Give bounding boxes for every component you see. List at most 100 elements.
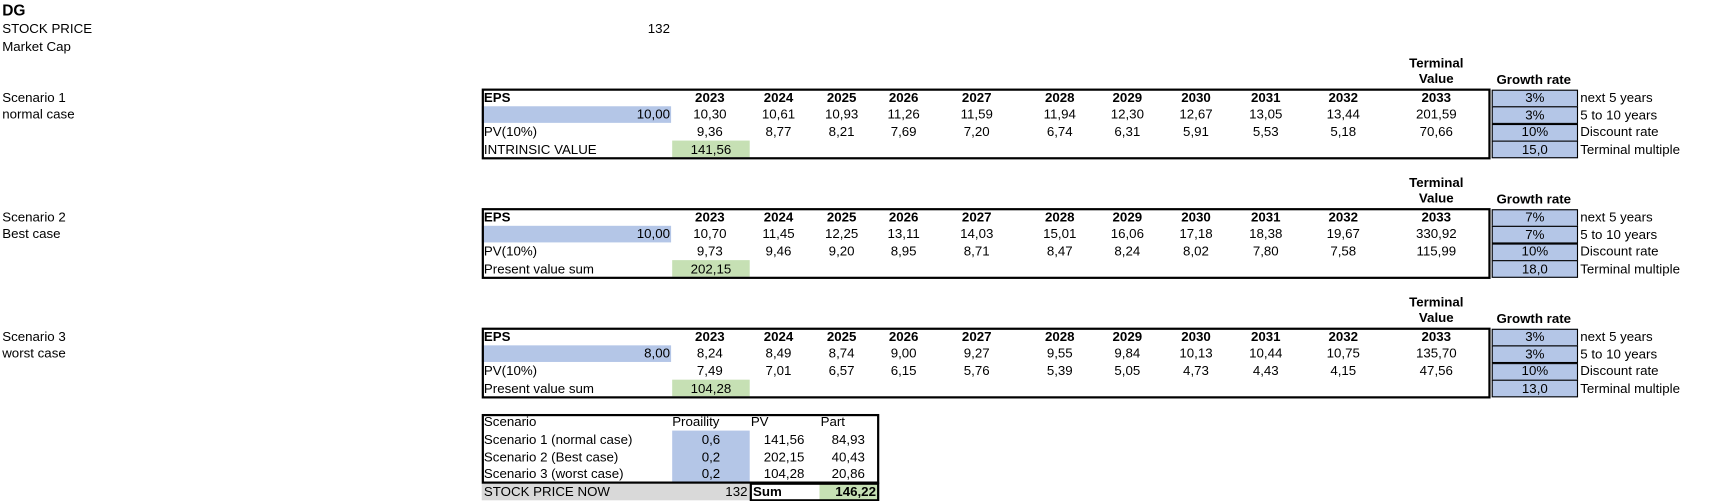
param-cell: [1491, 208, 1579, 227]
eps-value: 9,27: [963, 345, 990, 361]
eps-value: 10,61: [761, 106, 796, 122]
eps-value: 14,03: [960, 225, 994, 242]
scenario-name: Scenario 2: [2, 209, 66, 225]
stock-price-label: STOCK PRICE: [2, 21, 93, 37]
year-header: 2028: [1044, 209, 1075, 225]
summary-cell: 20,86: [831, 466, 865, 482]
eps-value: 11,59: [960, 106, 993, 122]
year-header: 2026: [888, 209, 919, 225]
pv-value: 9,36: [696, 123, 723, 140]
summary-cell: Scenario 3 (worst case): [483, 466, 624, 482]
eps-value: 8,24: [696, 345, 723, 361]
now-fill: [481, 483, 750, 501]
table-border: [481, 88, 1491, 160]
param-cell: [1491, 379, 1579, 398]
year-header: 2027: [961, 89, 992, 106]
summary-border: [481, 413, 880, 484]
eps-value: 8,74: [828, 345, 855, 361]
eps-value: 11,94: [1043, 106, 1076, 122]
param-label: next 5 years: [1580, 328, 1653, 345]
year-header: 2024: [763, 209, 794, 225]
eps-value: 15,01: [1043, 225, 1077, 242]
summary-cell: 104,28: [763, 466, 805, 482]
sum-fill: [819, 483, 879, 501]
row-label: EPS: [483, 209, 511, 225]
eps-value: 16,06: [1110, 225, 1144, 242]
summary-cell: Scenario 1 (normal case): [483, 431, 633, 448]
pv-value: 9,73: [696, 243, 723, 260]
eps-value: 330,92: [1415, 225, 1457, 242]
param-value: 10%: [1521, 363, 1549, 379]
pv-value: 5,91: [1183, 123, 1209, 140]
year-header: 2030: [1181, 209, 1211, 225]
param-cell: [1491, 123, 1579, 142]
eps-value: 135,70: [1415, 345, 1457, 361]
row-label: PV(10%): [483, 363, 538, 379]
pv-value: 5,05: [1114, 363, 1141, 379]
eps-value: 13,05: [1249, 106, 1283, 122]
pv-value: 6,31: [1114, 123, 1141, 140]
year-header: 2023: [695, 209, 725, 225]
param-label: next 5 years: [1580, 89, 1653, 106]
summary-cell: 0,2: [701, 448, 721, 465]
param-label: Discount rate: [1580, 243, 1659, 260]
eps-fill: [481, 106, 672, 123]
prob-fill: [672, 430, 750, 483]
pv-value: 8,21: [828, 123, 855, 140]
year-header: 2025: [826, 328, 857, 345]
param-cell: [1491, 225, 1579, 244]
param-value: 3%: [1525, 89, 1545, 106]
param-cell: [1491, 89, 1579, 107]
pv-value: 6,15: [890, 363, 917, 379]
scenario-name: Scenario 1: [2, 89, 66, 106]
param-label: Discount rate: [1580, 124, 1659, 140]
scenario-case: normal case: [2, 106, 75, 122]
pv-value: 6,74: [1046, 123, 1073, 140]
year-header: 2033: [1421, 328, 1452, 345]
summary-cell: 0,2: [701, 466, 721, 482]
param-value: 13,0: [1521, 380, 1548, 397]
pv-value: 9,20: [828, 243, 855, 260]
year-header: 2026: [888, 89, 919, 106]
year-header: 2031: [1250, 328, 1281, 345]
eps-input: 10,00: [636, 225, 670, 242]
year-header: 2025: [826, 209, 857, 225]
year-header: 2029: [1112, 89, 1143, 106]
param-value: 15,0: [1521, 141, 1548, 157]
sum-value: 141,56: [690, 141, 732, 158]
summary-cell: 141,56: [763, 431, 805, 448]
pv-value: 6,57: [828, 363, 855, 379]
market-cap-label: Market Cap: [2, 38, 71, 55]
pv-value: 8,71: [963, 243, 990, 260]
eps-value: 19,67: [1326, 225, 1360, 242]
eps-value: 11,26: [887, 106, 920, 122]
param-label: 5 to 10 years: [1580, 106, 1658, 123]
year-header: 2029: [1112, 328, 1143, 345]
sum-fill: [672, 260, 750, 277]
param-cell: [1491, 345, 1579, 364]
year-header: 2032: [1328, 89, 1359, 106]
row-label: PV(10%): [483, 243, 538, 260]
eps-value: 12,67: [1179, 106, 1213, 122]
param-value: 7%: [1525, 209, 1545, 225]
year-header: 2032: [1328, 209, 1359, 225]
year-header: 2031: [1250, 209, 1281, 225]
eps-value: 10,93: [824, 106, 859, 122]
eps-value: 13,11: [887, 225, 920, 242]
scenario-case: worst case: [2, 345, 66, 361]
eps-value: 10,44: [1249, 345, 1283, 361]
year-header: 2033: [1421, 209, 1452, 225]
summary-header: Part: [820, 413, 845, 430]
year-header: 2025: [826, 89, 857, 106]
summary-cell: 84,93: [831, 431, 865, 448]
stock-price: 132: [647, 21, 670, 37]
pv-value: 4,43: [1252, 363, 1279, 379]
year-header: 2031: [1250, 89, 1281, 106]
year-header: 2032: [1328, 328, 1359, 345]
pv-value: 4,73: [1183, 363, 1209, 379]
table-border: [481, 327, 1491, 399]
row-label: Present value sum: [483, 261, 594, 277]
row-label: PV(10%): [483, 123, 538, 140]
row-label: EPS: [483, 89, 511, 106]
